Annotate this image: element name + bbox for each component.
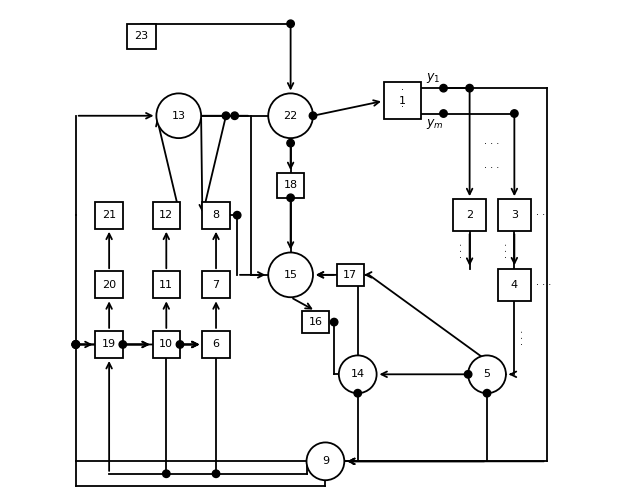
- Circle shape: [483, 390, 491, 397]
- Circle shape: [268, 94, 313, 138]
- Bar: [153, 271, 180, 298]
- Bar: [96, 202, 123, 229]
- Circle shape: [466, 84, 473, 92]
- Circle shape: [163, 470, 170, 478]
- Bar: [96, 331, 123, 358]
- Circle shape: [465, 370, 472, 378]
- Circle shape: [72, 340, 79, 348]
- Text: · · ·: · · ·: [537, 280, 551, 290]
- Circle shape: [287, 194, 294, 202]
- Text: 1: 1: [399, 96, 406, 106]
- Circle shape: [309, 112, 317, 120]
- Circle shape: [72, 340, 79, 348]
- Text: 3: 3: [511, 210, 518, 220]
- Text: · · ·: · · ·: [519, 330, 528, 345]
- Circle shape: [339, 356, 376, 393]
- Text: 17: 17: [343, 270, 357, 280]
- Text: · · ·: · · ·: [484, 164, 500, 173]
- Circle shape: [176, 340, 184, 348]
- Text: 6: 6: [212, 340, 220, 349]
- Text: 2: 2: [466, 210, 473, 220]
- Text: 23: 23: [134, 31, 148, 41]
- Text: 15: 15: [284, 270, 297, 280]
- Circle shape: [510, 110, 518, 117]
- Circle shape: [330, 318, 338, 326]
- Text: 20: 20: [102, 280, 116, 290]
- Circle shape: [222, 112, 230, 120]
- Text: 5: 5: [484, 370, 491, 380]
- Bar: [127, 24, 156, 48]
- Circle shape: [354, 390, 361, 397]
- Bar: [202, 202, 230, 229]
- Text: 9: 9: [322, 456, 329, 466]
- Bar: [384, 82, 421, 120]
- Text: 14: 14: [351, 370, 365, 380]
- Bar: [453, 199, 486, 232]
- Text: 16: 16: [309, 317, 322, 327]
- Bar: [277, 173, 304, 198]
- Text: · · ·: · · ·: [484, 138, 500, 148]
- Circle shape: [212, 470, 220, 478]
- Text: $y_1$: $y_1$: [426, 70, 440, 85]
- Text: 11: 11: [160, 280, 173, 290]
- Circle shape: [72, 340, 79, 348]
- Circle shape: [468, 356, 506, 393]
- Bar: [202, 271, 230, 298]
- Text: 7: 7: [212, 280, 220, 290]
- Text: 12: 12: [159, 210, 173, 220]
- Bar: [202, 331, 230, 358]
- Text: $y_m$: $y_m$: [426, 117, 444, 131]
- Circle shape: [231, 112, 238, 120]
- Text: · · ·: · · ·: [457, 242, 467, 258]
- Bar: [153, 331, 180, 358]
- Text: :: :: [350, 454, 355, 468]
- Bar: [302, 311, 329, 334]
- Text: 10: 10: [160, 340, 173, 349]
- Bar: [498, 199, 530, 232]
- Text: 19: 19: [102, 340, 116, 349]
- Bar: [498, 268, 530, 301]
- Text: 21: 21: [102, 210, 116, 220]
- Text: · ·: · ·: [537, 210, 546, 220]
- Bar: [337, 264, 364, 286]
- Text: ·
·
·: · · ·: [401, 85, 404, 112]
- Circle shape: [119, 340, 127, 348]
- Circle shape: [287, 20, 294, 28]
- Circle shape: [233, 212, 241, 219]
- Circle shape: [156, 94, 201, 138]
- Text: 8: 8: [212, 210, 220, 220]
- Circle shape: [307, 442, 344, 480]
- Circle shape: [287, 140, 294, 147]
- Text: 4: 4: [511, 280, 518, 290]
- Bar: [153, 202, 180, 229]
- Text: 22: 22: [283, 111, 297, 120]
- Text: 13: 13: [172, 111, 186, 120]
- Circle shape: [440, 84, 447, 92]
- Bar: [96, 271, 123, 298]
- Text: · · ·: · · ·: [502, 242, 512, 258]
- Circle shape: [440, 110, 447, 117]
- Circle shape: [268, 252, 313, 297]
- Text: 18: 18: [284, 180, 297, 190]
